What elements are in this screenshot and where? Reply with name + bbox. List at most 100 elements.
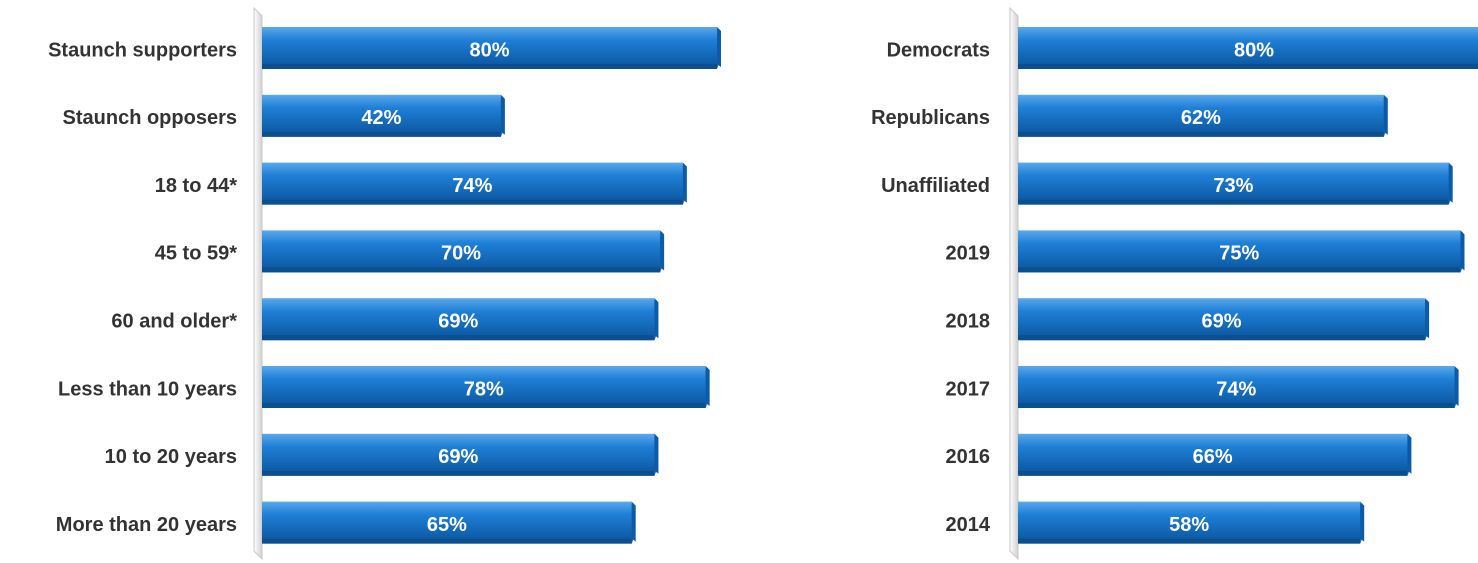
value-label: 73%	[1213, 175, 1253, 197]
bar-bottom-edge	[1018, 402, 1455, 408]
value-label: 75%	[1219, 243, 1259, 265]
value-label: 80%	[1234, 39, 1274, 61]
bar-chart-left: 80% Staunch supporters 42% Staunch opposers…	[48, 6, 721, 561]
bar-end-cap	[1360, 501, 1365, 542]
bar-end-cap	[660, 230, 665, 271]
bar-group: 75% 2019	[946, 230, 1465, 273]
bar	[262, 298, 655, 336]
chart-svg-right: 80% Democrats 62% Republicans 73% Unaffiliate…	[871, 6, 1478, 561]
value-label: 78%	[464, 378, 504, 400]
bar-bottom-edge	[1018, 198, 1449, 205]
category-label: 18 to 44*	[155, 175, 237, 197]
bar	[1018, 366, 1455, 403]
bar-end-cap	[500, 94, 505, 135]
category-label: More than 20 years	[56, 514, 237, 536]
bar-group: 74% 18 to 44*	[155, 162, 687, 205]
bar-group: 69% 10 to 20 years	[105, 433, 659, 476]
bar	[1018, 162, 1449, 200]
value-label: 42%	[361, 107, 401, 129]
bar	[1018, 298, 1426, 336]
category-label: Unaffiliated	[881, 175, 990, 197]
bar-bottom-edge	[262, 63, 717, 69]
value-label: 69%	[438, 310, 478, 332]
value-label: 69%	[438, 446, 478, 468]
bar-end-cap	[1407, 433, 1412, 474]
bar-group: 62% Republicans	[871, 94, 1388, 137]
category-label: Staunch supporters	[48, 39, 237, 61]
bar-bottom-edge	[1018, 130, 1384, 137]
value-label: 69%	[1202, 310, 1242, 332]
bar	[262, 433, 655, 471]
bar-group: 80% Staunch supporters	[48, 27, 721, 69]
bar-bottom-edge	[262, 334, 655, 341]
category-label: Staunch opposers	[63, 107, 237, 129]
bar-group: 78% Less than 10 years	[58, 366, 710, 408]
value-label: 74%	[1216, 378, 1256, 400]
category-label: 2018	[946, 310, 991, 332]
bar-bottom-edge	[262, 537, 632, 544]
bar-group: 69% 60 and older*	[111, 298, 659, 341]
bar-end-cap	[705, 366, 710, 406]
axis-wall	[1009, 6, 1019, 561]
bar-end-cap	[1383, 94, 1388, 135]
bar-end-cap	[682, 162, 687, 203]
value-label: 70%	[441, 243, 481, 265]
bar	[1018, 94, 1384, 132]
category-label: Republicans	[871, 107, 990, 129]
category-label: 2016	[946, 446, 991, 468]
value-label: 66%	[1193, 446, 1233, 468]
category-label: 2014	[946, 514, 991, 536]
axis-wall	[253, 6, 263, 561]
bar	[262, 501, 632, 539]
bar-group: 65% More than 20 years	[56, 501, 636, 544]
value-label: 80%	[469, 39, 509, 61]
bar-group: 58% 2014	[946, 501, 1365, 544]
bar	[262, 366, 706, 403]
bar-bottom-edge	[262, 469, 655, 476]
bar-group: 69% 2018	[946, 298, 1430, 341]
category-label: Democrats	[887, 39, 990, 61]
bar	[262, 94, 501, 132]
bar-end-cap	[654, 298, 659, 339]
bar	[1018, 501, 1361, 539]
bar-group: 80% Democrats	[887, 27, 1478, 69]
bar-bottom-edge	[1018, 537, 1361, 544]
bar-bottom-edge	[262, 402, 706, 408]
category-label: 45 to 59*	[155, 243, 237, 265]
bar-end-cap	[1460, 230, 1465, 271]
bar-end-cap	[717, 27, 721, 67]
bar	[262, 27, 717, 64]
bar	[1018, 433, 1408, 471]
bar-end-cap	[631, 501, 636, 542]
bar-bottom-edge	[262, 266, 661, 273]
bar	[1018, 27, 1478, 64]
bar-chart-right: 80% Democrats 62% Republicans 73% Unaffiliate…	[740, 0, 1478, 563]
bar-group: 73% Unaffiliated	[881, 162, 1453, 205]
bar-group: 42% Staunch opposers	[63, 94, 505, 137]
category-label: Less than 10 years	[58, 378, 237, 400]
bar-bottom-edge	[262, 130, 501, 137]
bar	[1018, 230, 1461, 268]
bar-bottom-edge	[1018, 63, 1478, 69]
bar	[262, 162, 683, 200]
value-label: 74%	[452, 175, 492, 197]
bar-end-cap	[1454, 366, 1459, 406]
value-label: 62%	[1181, 107, 1221, 129]
bar-bottom-edge	[1018, 469, 1408, 476]
bar-group: 70% 45 to 59*	[155, 230, 665, 273]
bar-bottom-edge	[1018, 266, 1461, 273]
bar-bottom-edge	[1018, 334, 1426, 341]
bar-bottom-edge	[262, 198, 683, 205]
value-label: 58%	[1169, 514, 1209, 536]
category-label: 60 and older*	[111, 310, 237, 332]
category-label: 10 to 20 years	[105, 446, 237, 468]
bar-end-cap	[1448, 162, 1453, 203]
bar-end-cap	[654, 433, 659, 474]
category-label: 2019	[946, 243, 991, 265]
bar-group: 66% 2016	[946, 433, 1412, 476]
value-label: 65%	[427, 514, 467, 536]
category-label: 2017	[946, 378, 991, 400]
chart-svg-left: 80% Staunch supporters 42% Staunch opposers…	[48, 6, 721, 561]
bar-group: 74% 2017	[946, 366, 1459, 408]
bar-end-cap	[1425, 298, 1430, 339]
